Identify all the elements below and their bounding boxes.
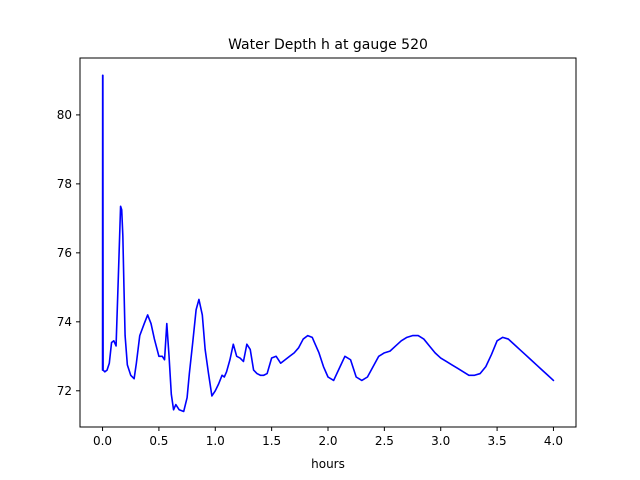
y-tick-label: 72 bbox=[57, 384, 72, 398]
x-tick-label: 0.0 bbox=[93, 434, 112, 448]
x-axis-label: hours bbox=[311, 457, 345, 471]
x-tick-label: 0.5 bbox=[149, 434, 168, 448]
series-line-0 bbox=[101, 74, 555, 413]
x-tick-label: 1.0 bbox=[206, 434, 225, 448]
x-tick-label: 3.0 bbox=[431, 434, 450, 448]
axis-ticks: 0.0 0.5 1.0 1.5 2.0 2.5 3.0 3.5 4.0 72 74 76 78 80 bbox=[57, 108, 563, 448]
y-tick-label: 78 bbox=[57, 177, 72, 191]
x-tick-label: 2.0 bbox=[318, 434, 337, 448]
x-tick-label: 1.5 bbox=[262, 434, 281, 448]
y-tick-label: 74 bbox=[57, 315, 72, 329]
x-tick-label: 3.5 bbox=[488, 434, 507, 448]
chart-title: Water Depth h at gauge 520 bbox=[228, 37, 428, 53]
x-tick-label: 4.0 bbox=[544, 434, 563, 448]
y-tick-label: 80 bbox=[57, 108, 72, 122]
plot-area bbox=[101, 74, 555, 413]
x-tick-label: 2.5 bbox=[375, 434, 394, 448]
y-tick-label: 76 bbox=[57, 246, 72, 260]
